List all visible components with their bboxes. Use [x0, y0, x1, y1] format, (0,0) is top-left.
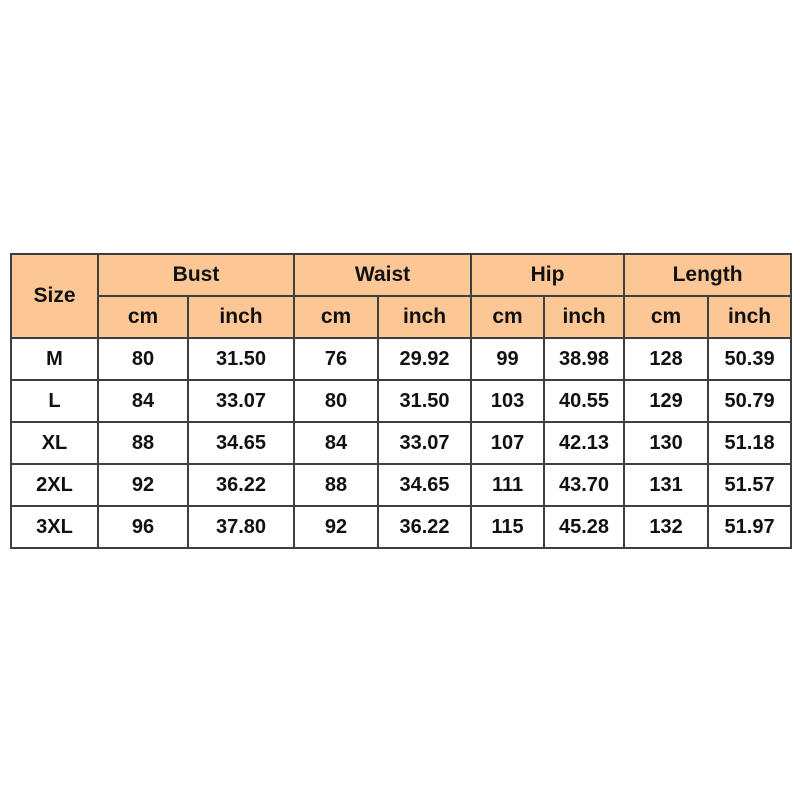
hip-cm-cell: 99: [470, 337, 546, 381]
size-cell: M: [10, 337, 99, 381]
hip-cm-cell: 111: [470, 463, 546, 507]
waist-group-header: Waist: [293, 253, 473, 297]
table-row-l: L 84 33.07 80 31.50 103 40.55 129 50.79: [10, 379, 793, 423]
waist-cm-cell: 88: [293, 463, 380, 507]
bust-cm-header: cm: [97, 295, 189, 339]
size-cell: XL: [10, 421, 99, 465]
hip-inch-cell: 45.28: [543, 505, 626, 549]
length-cm-cell: 130: [623, 421, 710, 465]
length-inch-cell: 51.18: [707, 421, 793, 465]
hip-inch-header: inch: [543, 295, 626, 339]
bust-cm-cell: 84: [97, 379, 189, 423]
hip-inch-cell: 42.13: [543, 421, 626, 465]
size-column-header: Size: [10, 253, 99, 339]
bust-inch-cell: 31.50: [186, 337, 296, 381]
length-inch-cell: 51.57: [707, 463, 793, 507]
length-cm-header: cm: [623, 295, 710, 339]
length-cm-cell: 132: [623, 505, 710, 549]
table-row-xl: XL 88 34.65 84 33.07 107 42.13 130 51.18: [10, 421, 793, 465]
bust-group-header: Bust: [96, 253, 296, 297]
waist-inch-cell: 33.07: [377, 421, 473, 465]
hip-inch-cell: 43.70: [543, 463, 626, 507]
size-cell: 2XL: [10, 463, 99, 507]
length-cm-cell: 129: [623, 379, 710, 423]
waist-inch-cell: 36.22: [377, 505, 473, 549]
hip-cm-cell: 115: [470, 505, 546, 549]
bust-cm-cell: 96: [97, 505, 189, 549]
length-inch-cell: 50.79: [707, 379, 793, 423]
length-inch-cell: 51.97: [707, 505, 793, 549]
hip-inch-cell: 40.55: [543, 379, 626, 423]
group-header-row: Size Bust Waist Hip Length: [10, 253, 793, 339]
length-inch-cell: 50.39: [707, 337, 793, 381]
waist-cm-cell: 76: [293, 337, 380, 381]
bust-inch-cell: 34.65: [186, 421, 296, 465]
hip-inch-cell: 38.98: [543, 337, 626, 381]
size-cell: 3XL: [10, 505, 99, 549]
table-row-m: M 80 31.50 76 29.92 99 38.98 128 50.39: [10, 337, 793, 381]
bust-inch-cell: 36.22: [186, 463, 296, 507]
table-row-3xl: 3XL 96 37.80 92 36.22 115 45.28 132 51.9…: [10, 505, 793, 549]
unit-header-row: cm inch cm inch cm inch cm inch: [11, 295, 793, 339]
hip-cm-cell: 103: [470, 379, 546, 423]
bust-inch-cell: 37.80: [186, 505, 296, 549]
waist-inch-cell: 31.50: [377, 379, 473, 423]
waist-cm-cell: 92: [293, 505, 380, 549]
bust-cm-cell: 88: [97, 421, 189, 465]
waist-inch-header: inch: [377, 295, 473, 339]
waist-cm-cell: 84: [293, 421, 380, 465]
length-cm-cell: 128: [623, 337, 710, 381]
waist-cm-cell: 80: [293, 379, 380, 423]
waist-inch-cell: 34.65: [377, 463, 473, 507]
length-cm-cell: 131: [623, 463, 710, 507]
length-group-header: Length: [623, 253, 793, 297]
bust-inch-cell: 33.07: [186, 379, 296, 423]
bust-cm-cell: 80: [97, 337, 189, 381]
hip-cm-header: cm: [470, 295, 546, 339]
waist-inch-cell: 29.92: [377, 337, 473, 381]
waist-cm-header: cm: [293, 295, 380, 339]
hip-cm-cell: 107: [470, 421, 546, 465]
size-cell: L: [10, 379, 99, 423]
hip-group-header: Hip: [470, 253, 626, 297]
length-inch-header: inch: [707, 295, 793, 339]
bust-cm-cell: 92: [97, 463, 189, 507]
table-row-2xl: 2XL 92 36.22 88 34.65 111 43.70 131 51.5…: [10, 463, 793, 507]
size-chart-table: Size Bust Waist Hip Length cm inch cm in…: [10, 253, 793, 549]
bust-inch-header: inch: [186, 295, 296, 339]
